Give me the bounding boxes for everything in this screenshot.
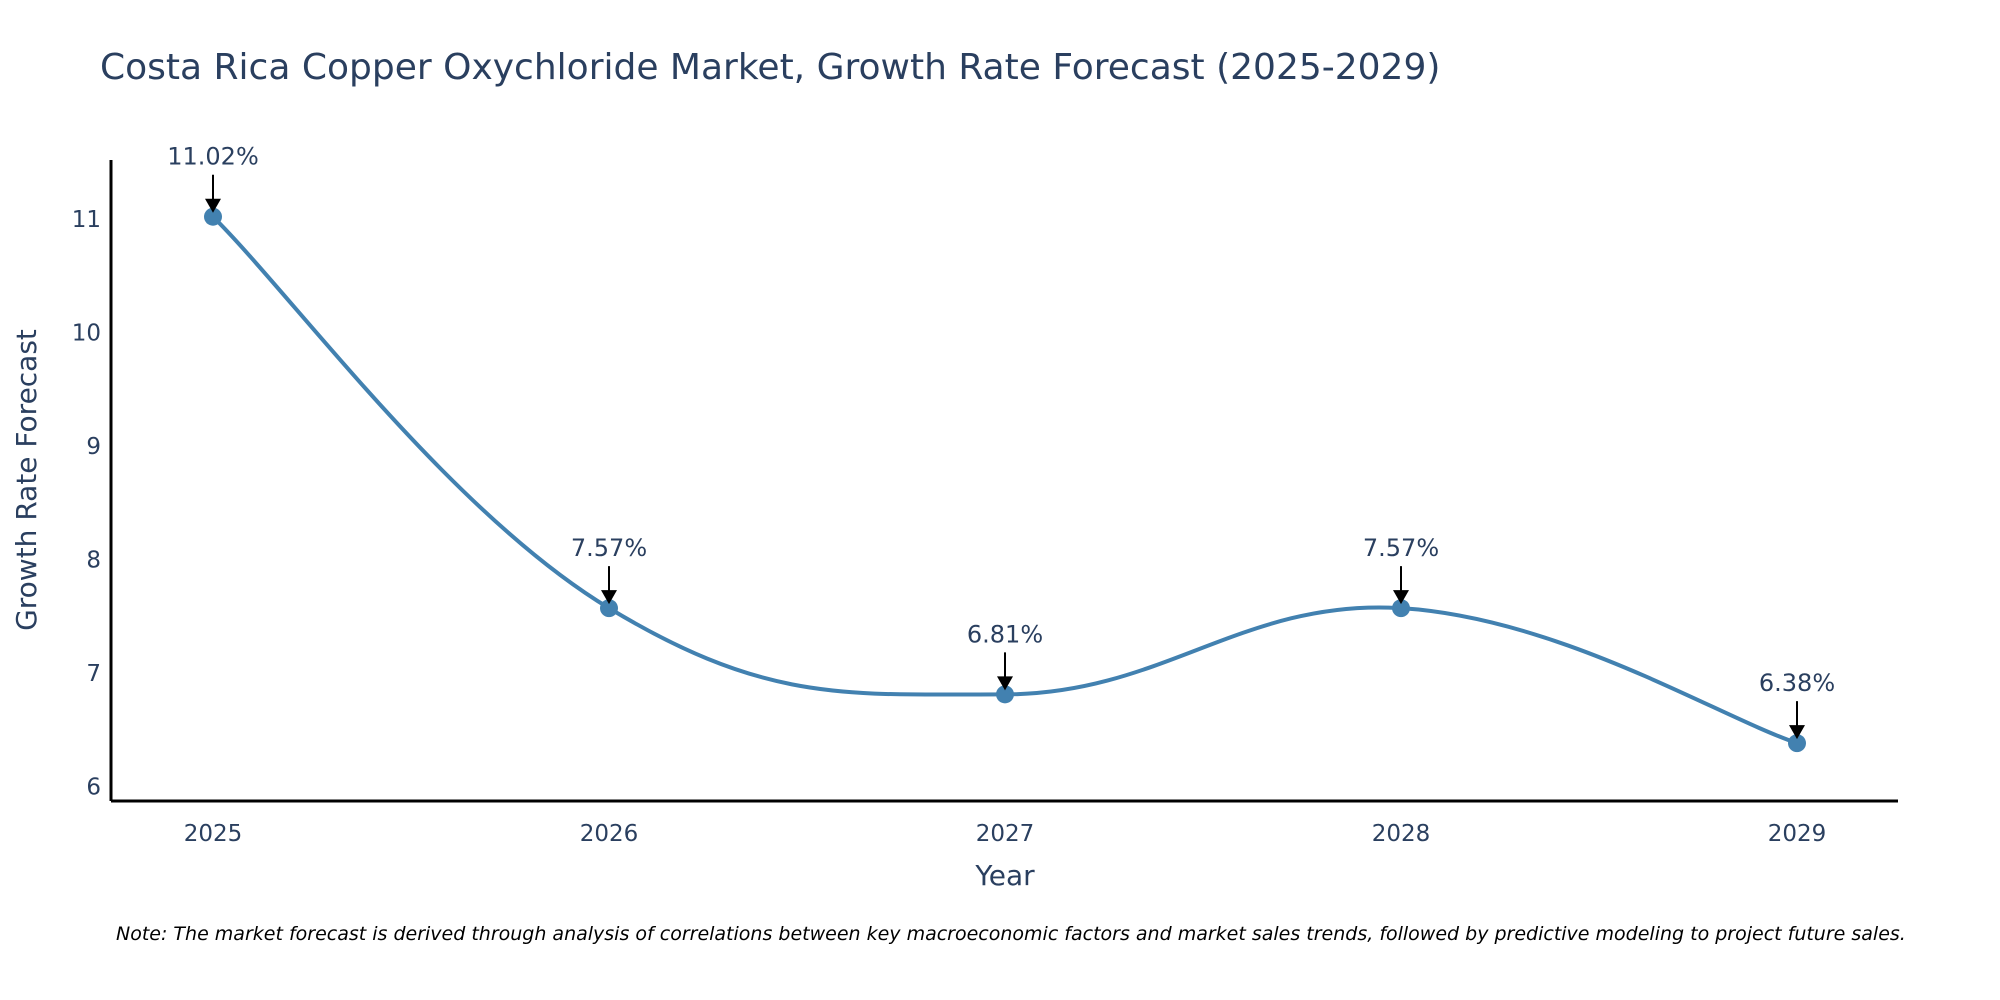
data-point-marker [600, 599, 618, 618]
x-tick-label: 2029 [1768, 821, 1827, 847]
data-label: 6.81% [967, 620, 1043, 648]
y-tick-label: 8 [86, 547, 101, 573]
x-tick-label: 2027 [976, 821, 1035, 847]
y-axis-title: Growth Rate Forecast [10, 329, 43, 631]
data-point-marker [1788, 734, 1806, 753]
axes [109, 160, 1898, 803]
annotation-arrow-head [205, 198, 221, 213]
chart-title: Costa Rica Copper Oxychloride Market, Gr… [100, 47, 1440, 88]
x-tick-label: 2026 [580, 821, 639, 847]
annotation-arrow-head [997, 676, 1013, 691]
chart-note: Note: The market forecast is derived thr… [116, 923, 1906, 945]
y-tick-label: 9 [86, 434, 101, 460]
y-tick-label: 6 [86, 774, 101, 800]
data-point-marker [1392, 599, 1410, 618]
x-tick-labels: 2025 2026 2027 2028 2029 [184, 821, 1827, 847]
x-tick-label: 2028 [1372, 821, 1431, 847]
annotation-arrow-head [601, 590, 617, 605]
annotation-arrow-head [1393, 590, 1409, 605]
data-label: 11.02% [167, 143, 259, 171]
data-point-marker [996, 685, 1014, 704]
data-label-annotations: 11.02% 7.57% 6.81% 7.57% 6.38% [167, 143, 1835, 740]
x-tick-label: 2025 [184, 821, 243, 847]
y-tick-label: 7 [86, 661, 101, 687]
annotation-arrow-head [1789, 725, 1805, 740]
y-tick-labels: 6 7 8 9 10 11 [72, 207, 101, 800]
x-axis-title: Year [974, 859, 1035, 892]
data-point-markers [204, 207, 1806, 753]
data-label: 7.57% [571, 534, 647, 562]
y-tick-label: 10 [72, 320, 101, 346]
data-label: 6.38% [1759, 669, 1835, 697]
data-point-marker [204, 207, 222, 226]
y-tick-label: 11 [72, 207, 101, 233]
data-label: 7.57% [1363, 534, 1439, 562]
